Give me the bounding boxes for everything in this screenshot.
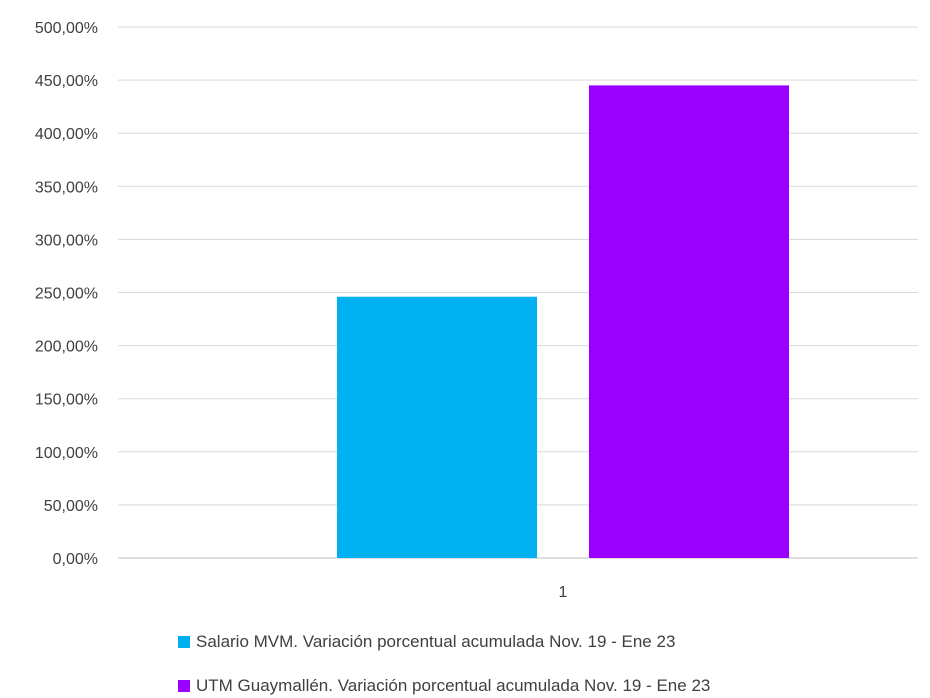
legend-item-salario: Salario MVM. Variación porcentual acumul…: [178, 632, 675, 652]
y-tick-label: 200,00%: [35, 339, 98, 356]
y-tick-label: 300,00%: [35, 232, 98, 249]
bar-series-2: [589, 85, 789, 558]
bar-series-1: [337, 296, 537, 558]
legend-label-utm: UTM Guaymallén. Variación porcentual acu…: [196, 676, 711, 695]
y-tick-label: 400,00%: [35, 126, 98, 143]
y-tick-label: 350,00%: [35, 179, 98, 196]
y-tick-label: 100,00%: [35, 445, 98, 462]
y-tick-label: 500,00%: [35, 20, 98, 37]
legend-swatch-utm: [178, 680, 190, 692]
y-tick-label: 0,00%: [53, 551, 98, 568]
y-tick-label: 450,00%: [35, 73, 98, 90]
bar-chart: 0,00% 50,00% 100,00% 150,00% 200,00% 250,00% 3…: [35, 20, 918, 601]
legend-swatch-salario: [178, 636, 190, 648]
y-tick-label: 50,00%: [44, 498, 98, 515]
y-tick-label: 150,00%: [35, 392, 98, 409]
legend-label-salario: Salario MVM. Variación porcentual acumul…: [196, 632, 676, 651]
y-tick-label: 250,00%: [35, 286, 98, 303]
legend-item-utm: UTM Guaymallén. Variación porcentual acu…: [178, 676, 710, 696]
x-category-label: 1: [559, 584, 568, 601]
